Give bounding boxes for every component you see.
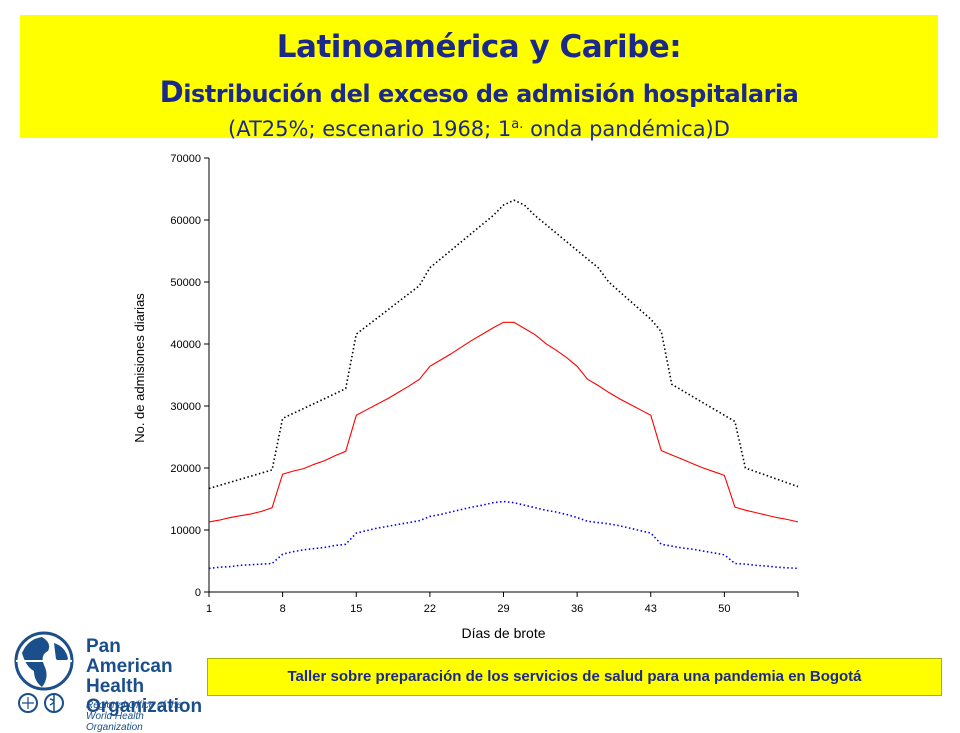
org-name-line-3: Organization	[86, 696, 203, 717]
org-name-line-2: Health	[86, 676, 145, 697]
y-tick-label: 0	[195, 587, 201, 599]
title-line-2-initial: D	[159, 75, 184, 109]
line-chart: 0 10000 20000 30000 40000 50000 60000 70000 1 8 15…	[132, 153, 799, 641]
y-tick-label: 10000	[170, 525, 201, 537]
x-tick-label: 29	[497, 603, 509, 615]
org-name-line-1: Pan American	[86, 636, 173, 677]
org-subtitle: Regional Office of the World Health Orga…	[86, 700, 203, 733]
x-tick-label: 50	[718, 603, 730, 615]
x-tick-label: 43	[645, 603, 657, 615]
y-tick-label: 30000	[170, 401, 201, 413]
y-tick-label: 70000	[170, 153, 201, 165]
footer-banner: Taller sobre preparación de los servicio…	[207, 658, 942, 696]
subtitle: (AT25%; escenario 1968; 1a. onda pandémi…	[20, 112, 938, 142]
org-subtitle-line-1: Regional Office of the	[86, 700, 183, 711]
y-tick-label: 60000	[170, 215, 201, 227]
title-line-1: Latinoamérica y Caribe:	[276, 29, 682, 65]
globe-logo-icon	[14, 631, 74, 713]
org-name: Pan American Health Organization	[86, 637, 203, 717]
y-tick-label: 50000	[170, 277, 201, 289]
series-line-2	[208, 321, 799, 523]
series-line-1	[208, 199, 799, 490]
title-band: Latinoamérica y Caribe: Distribución del…	[20, 15, 938, 141]
subtitle-pre: (AT25%; escenario 1968; 1	[228, 117, 512, 141]
x-tick-label: 15	[350, 603, 362, 615]
x-tick-label: 22	[424, 603, 436, 615]
footer-text: Taller sobre preparación de los servicio…	[287, 668, 862, 685]
x-axis-title: Días de brote	[461, 625, 545, 641]
y-tick-label: 20000	[170, 463, 201, 475]
x-tick-label: 36	[571, 603, 583, 615]
x-tick-label: 8	[280, 603, 286, 615]
subtitle-post: onda pandémica)D	[523, 117, 730, 141]
x-tick-label: 1	[206, 603, 212, 615]
title-line-2: Distribución del exceso de admisión hosp…	[20, 77, 938, 109]
org-subtitle-line-2: World Health Organization	[86, 711, 144, 733]
title-line-2-rest: istribución del exceso de admisión hospi…	[183, 80, 799, 108]
subtitle-sup: a.	[511, 117, 524, 132]
series-line-3	[208, 500, 799, 570]
y-tick-label: 40000	[170, 339, 201, 351]
paho-logo: Pan American Health Organization Regiona…	[8, 625, 203, 733]
y-axis-title: No. de admisiones diarias	[132, 293, 147, 443]
